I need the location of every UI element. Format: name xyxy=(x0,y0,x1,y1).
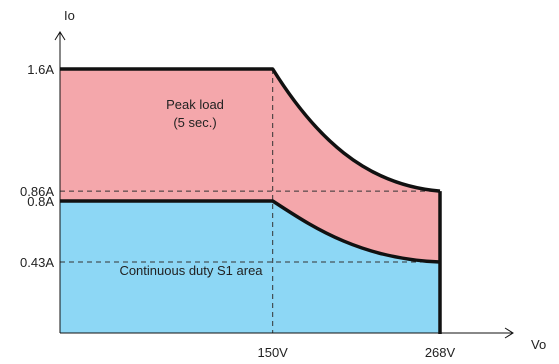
x-axis-title: Vo xyxy=(531,337,546,352)
y-tick-label: 0.43A xyxy=(20,255,54,270)
continuous-duty-boundary xyxy=(60,199,441,264)
continuous-duty-label: Continuous duty S1 area xyxy=(119,263,263,278)
axes xyxy=(54,31,514,339)
y-tick-label: 1.6A xyxy=(27,62,54,77)
x-axis-arrow xyxy=(504,327,514,339)
peak-load-label-line: Peak load xyxy=(166,97,224,112)
peak-load-region xyxy=(60,69,440,263)
x-tick-label: 268V xyxy=(425,345,456,360)
y-tick-label: 0.86A xyxy=(20,184,54,199)
y-axis-arrow xyxy=(54,31,66,41)
y-axis-title: Io xyxy=(64,8,75,23)
peak-load-label-line: (5 sec.) xyxy=(173,115,216,130)
continuous-duty-region xyxy=(60,201,440,333)
chart-areas xyxy=(60,69,440,333)
guide-lines xyxy=(60,69,440,333)
y-tick-label: 0.8A xyxy=(27,194,54,209)
x-tick-label: 150V xyxy=(257,345,288,360)
boundary-lines xyxy=(60,67,442,334)
peak-load-boundary xyxy=(60,67,441,193)
